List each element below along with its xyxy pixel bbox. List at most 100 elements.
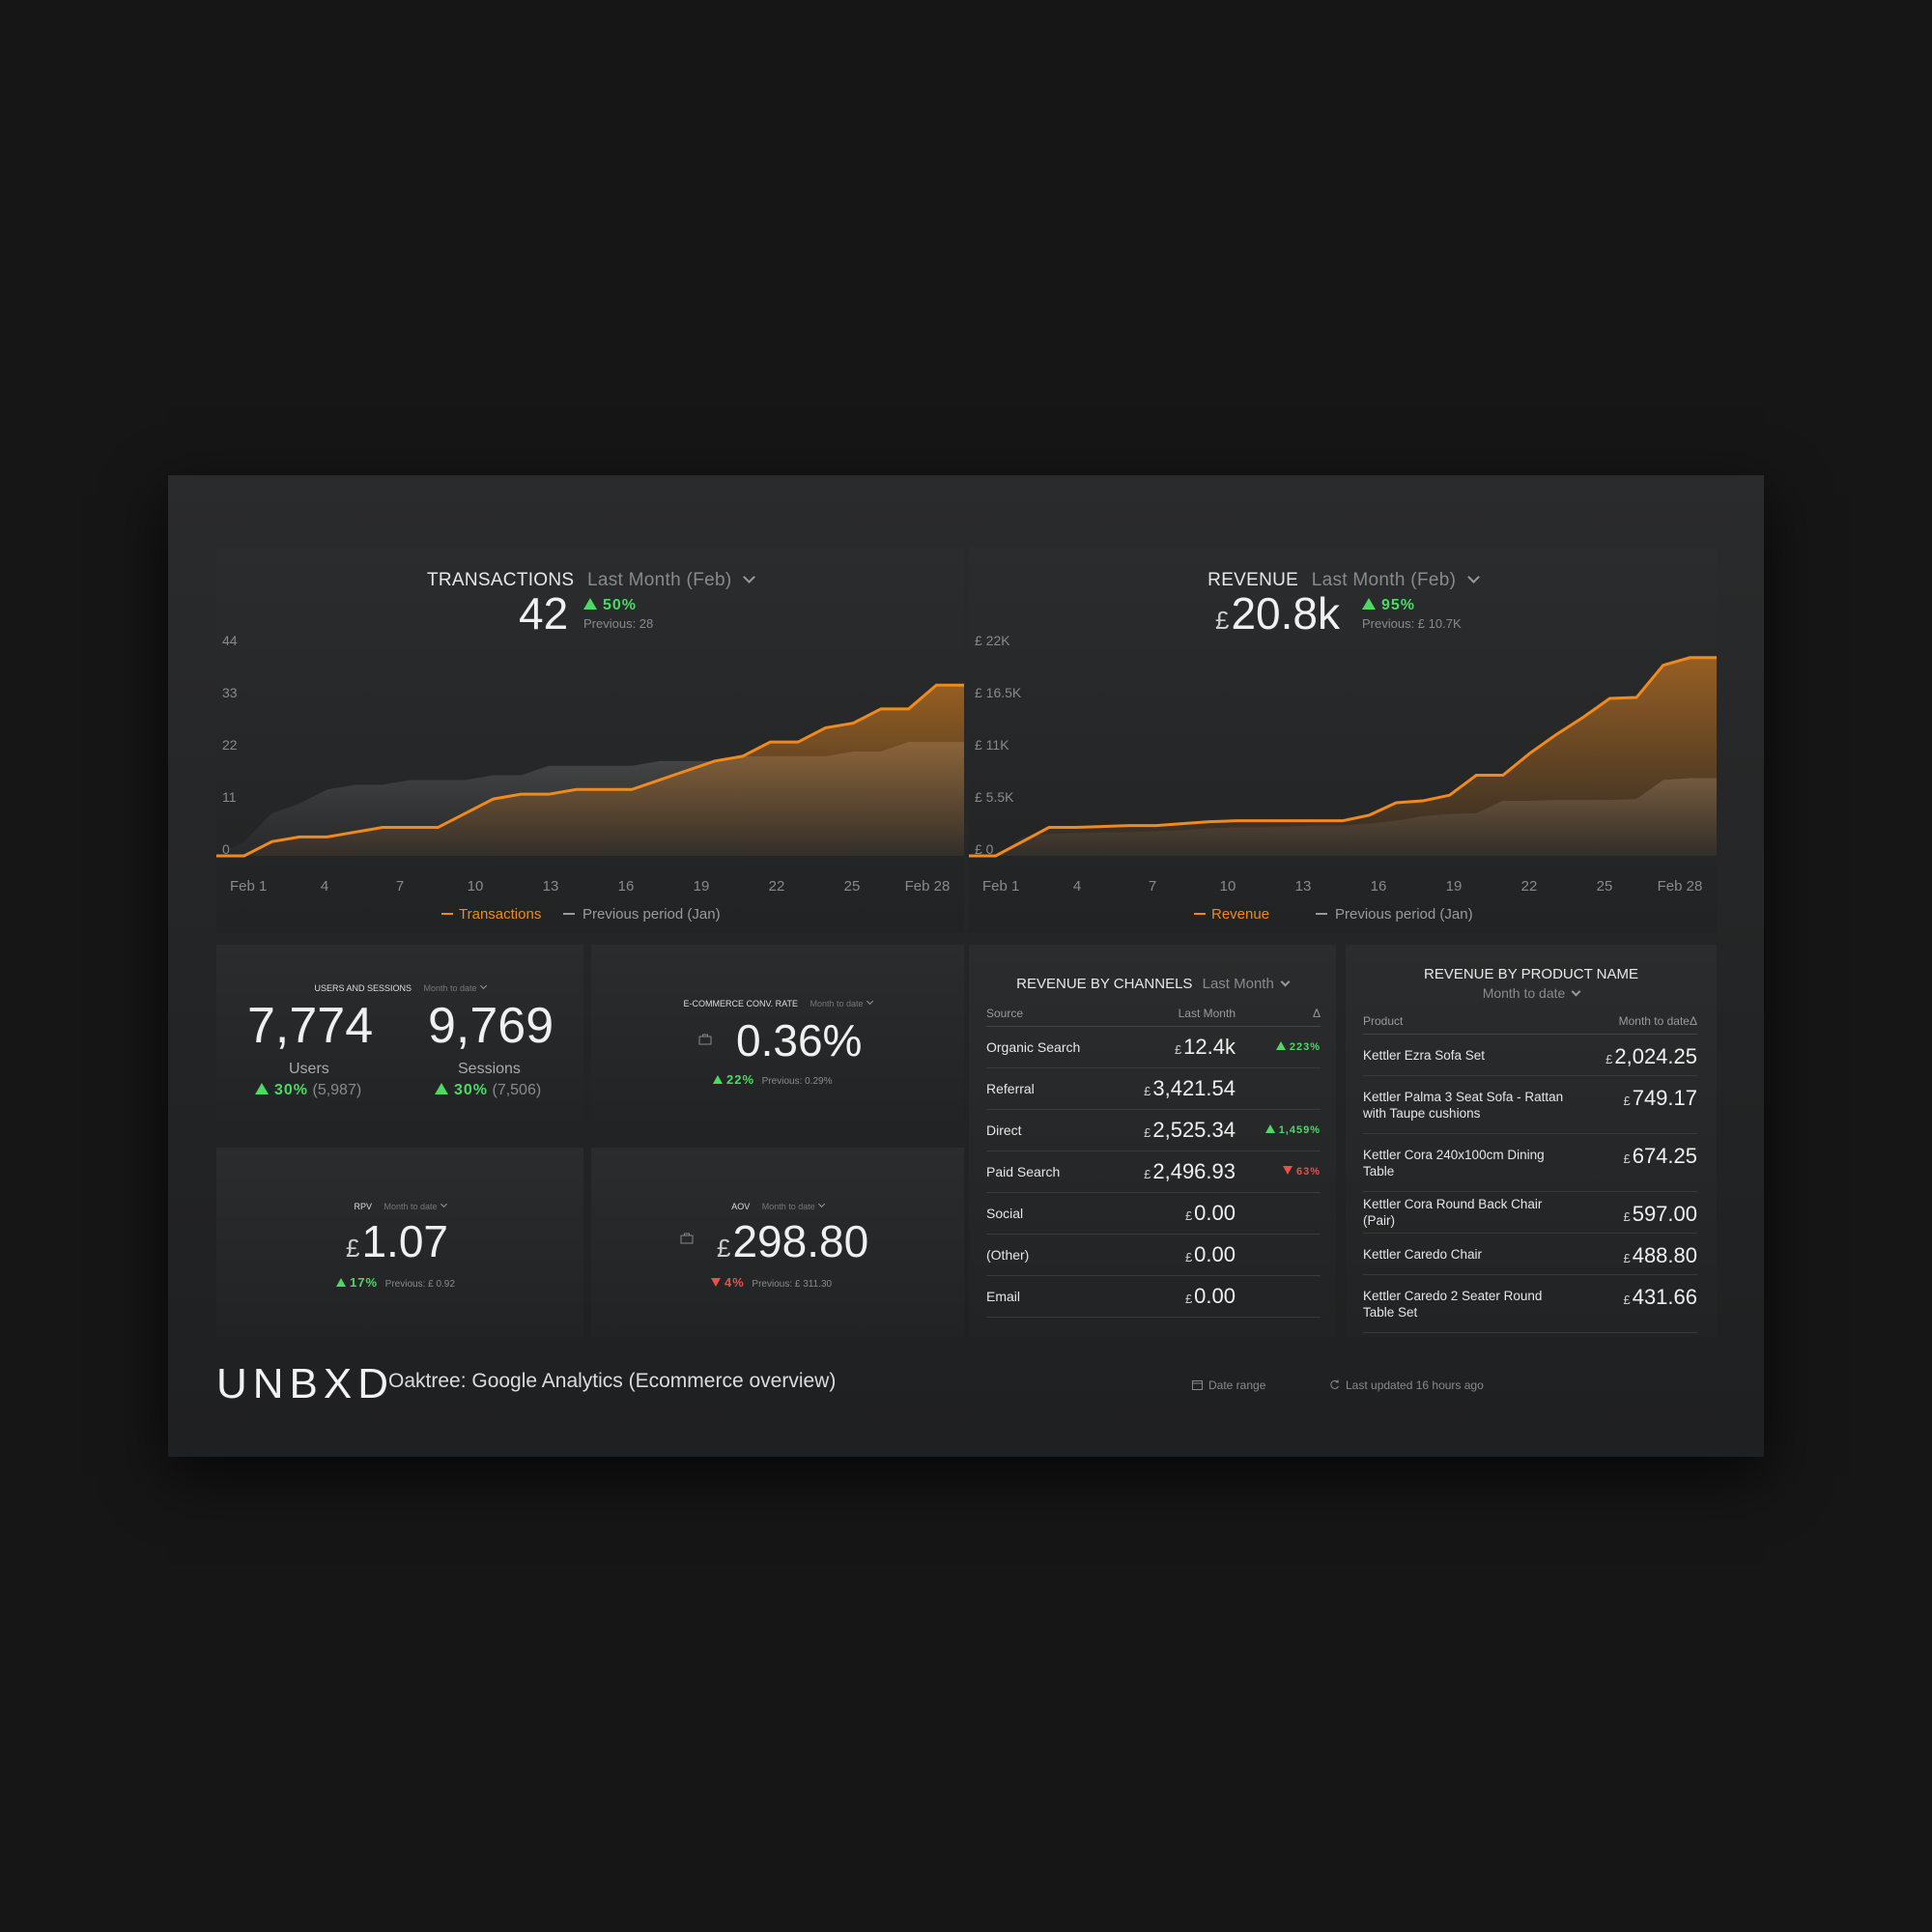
up-arrow-icon — [255, 1083, 269, 1094]
chevron-down-icon[interactable] — [1571, 986, 1581, 997]
revenue-x-tick: 16 — [1371, 878, 1387, 895]
last-updated[interactable]: Last updated 16 hours ago — [1329, 1378, 1484, 1392]
channels-title: REVENUE BY CHANNELS — [1016, 976, 1193, 992]
revenue-x-tick: 4 — [1073, 878, 1081, 895]
table-header-row: Product Month to dateΔ — [1363, 1014, 1697, 1035]
up-arrow-icon — [1275, 1041, 1286, 1050]
revenue-panel: REVENUE Last Month (Feb) £20.8k 95% Prev… — [969, 547, 1717, 933]
channel-value: £12.4k — [1111, 1026, 1243, 1068]
aov-change: 4% Previous: £ 311.30 — [711, 1275, 832, 1290]
revenue-x-tick: 10 — [1220, 878, 1236, 895]
products-table: Product Month to dateΔ Kettler Ezra Sofa… — [1363, 1014, 1697, 1333]
product-value: £2,024.25 — [1595, 1034, 1697, 1076]
products-period-row[interactable]: Month to date — [1346, 985, 1717, 1001]
chevron-down-icon[interactable] — [1280, 977, 1291, 987]
revenue-x-tick: Feb 1 — [982, 878, 1019, 895]
revenue-x-tick: 7 — [1149, 878, 1156, 895]
product-name: Kettler Cora Round Back Chair (Pair) — [1363, 1191, 1595, 1234]
table-row[interactable]: Referral £3,421.54 — [986, 1067, 1321, 1110]
chevron-down-icon[interactable] — [866, 997, 873, 1006]
table-row[interactable]: Email £0.00 — [986, 1275, 1321, 1318]
transactions-x-tick: Feb 28 — [905, 878, 951, 895]
revenue-title: REVENUE — [1208, 570, 1299, 590]
date-range-button[interactable]: Date range — [1192, 1378, 1265, 1392]
transactions-title-row[interactable]: TRANSACTIONS Last Month (Feb) — [216, 570, 964, 591]
channel-delta — [1243, 1234, 1321, 1276]
users-sessions-title: USERS AND SESSIONS — [314, 983, 412, 993]
legend-label-current: Revenue — [1211, 906, 1269, 923]
table-row[interactable]: Paid Search £2,496.93 63% — [986, 1151, 1321, 1193]
aov-period: Month to date — [761, 1202, 815, 1211]
users-sessions-title-row[interactable]: USERS AND SESSIONS Month to date — [216, 981, 583, 993]
up-arrow-icon — [435, 1083, 448, 1094]
rpv-period: Month to date — [384, 1202, 438, 1211]
revenue-x-tick: 13 — [1295, 878, 1312, 895]
table-row[interactable]: Kettler Caredo 2 Seater Round Table Set £… — [1363, 1274, 1697, 1333]
aov-title: AOV — [731, 1202, 751, 1211]
channel-delta: 223% — [1243, 1026, 1321, 1068]
channels-title-row[interactable]: REVENUE BY CHANNELS Last Month — [969, 976, 1336, 992]
channel-source: Organic Search — [986, 1026, 1112, 1068]
users-label: Users — [289, 1061, 329, 1077]
table-row[interactable]: Kettler Cora Round Back Chair (Pair) £597… — [1363, 1191, 1697, 1234]
up-arrow-icon — [1264, 1124, 1275, 1133]
transactions-x-tick: 16 — [618, 878, 635, 895]
revenue-y-tick: £ 11K — [975, 737, 1009, 753]
briefcase-icon — [680, 1233, 694, 1244]
transactions-previous: Previous: 28 — [583, 616, 654, 631]
product-value: £488.80 — [1595, 1233, 1697, 1275]
revenue-x-tick: 22 — [1521, 878, 1538, 895]
rpv-title-row[interactable]: RPV Month to date — [216, 1200, 583, 1211]
rpv-value: £1.07 — [346, 1216, 448, 1266]
channel-value: £0.00 — [1111, 1234, 1243, 1276]
product-name: Kettler Caredo 2 Seater Round Table Set — [1363, 1274, 1595, 1333]
aov-title-row[interactable]: AOV Month to date — [591, 1200, 964, 1211]
products-panel: REVENUE BY PRODUCT NAME Month to date Pr… — [1346, 945, 1717, 1337]
conv-rate-value: 0.36% — [736, 1015, 863, 1065]
transactions-x-tick: 22 — [769, 878, 785, 895]
revenue-title-row[interactable]: REVENUE Last Month (Feb) — [969, 570, 1717, 591]
channels-panel: REVENUE BY CHANNELS Last Month Source La… — [969, 945, 1336, 1337]
channel-value: £2,525.34 — [1111, 1109, 1243, 1151]
conv-rate-period: Month to date — [810, 999, 864, 1009]
revenue-x-tick: 25 — [1597, 878, 1613, 895]
users-value: 7,774 — [247, 998, 374, 1054]
transactions-x-tick: 13 — [543, 878, 559, 895]
table-row[interactable]: (Other) £0.00 — [986, 1234, 1321, 1276]
table-row[interactable]: Direct £2,525.34 1,459% — [986, 1109, 1321, 1151]
up-arrow-icon — [713, 1075, 723, 1084]
transactions-y-tick: 0 — [222, 841, 230, 857]
table-row[interactable]: Kettler Cora 240x100cm Dining Table £674.… — [1363, 1133, 1697, 1192]
currency-symbol: £ — [717, 1234, 731, 1263]
col-last-month: Last Month — [1111, 1007, 1243, 1027]
channel-value: £0.00 — [1111, 1275, 1243, 1318]
chevron-down-icon[interactable] — [817, 1200, 825, 1208]
channels-table: Source Last Month Δ Organic Search £12.4k… — [986, 1007, 1321, 1318]
transactions-chart: 0 11 22 33 44 Feb 1 4 7 10 13 16 19 22 25 Feb 28 Transa… — [216, 633, 964, 923]
table-row[interactable]: Kettler Ezra Sofa Set £2,024.25 — [1363, 1034, 1697, 1076]
unbxd-logo: UNBXD — [216, 1360, 395, 1407]
transactions-value: 42 — [519, 588, 569, 639]
product-value: £749.17 — [1595, 1075, 1697, 1134]
product-value: £597.00 — [1595, 1191, 1697, 1234]
col-product: Product — [1363, 1014, 1595, 1035]
channel-delta — [1243, 1067, 1321, 1110]
transactions-y-tick: 11 — [222, 789, 237, 805]
conv-rate-panel: E-COMMERCE CONV. RATE Month to date 0.36… — [591, 945, 964, 1134]
chevron-down-icon[interactable] — [440, 1200, 447, 1208]
revenue-period: Last Month (Feb) — [1311, 570, 1457, 590]
legend-label-previous: Previous period (Jan) — [582, 906, 721, 923]
table-row[interactable]: Kettler Caredo Chair £488.80 — [1363, 1233, 1697, 1275]
table-row[interactable]: Kettler Palma 3 Seat Sofa - Rattan with … — [1363, 1075, 1697, 1134]
dashboard-frame: TRANSACTIONS Last Month (Feb) 42 50% Pre… — [168, 475, 1764, 1457]
revenue-value: £20.8k — [1215, 588, 1340, 639]
date-range-label: Date range — [1208, 1378, 1266, 1392]
transactions-panel: TRANSACTIONS Last Month (Feb) 42 50% Pre… — [216, 547, 964, 933]
table-row[interactable]: Organic Search £12.4k 223% — [986, 1026, 1321, 1068]
conv-rate-title-row[interactable]: E-COMMERCE CONV. RATE Month to date — [591, 997, 964, 1009]
aov-panel: AOV Month to date £298.80 4% Previous: £… — [591, 1148, 964, 1337]
table-row[interactable]: Social £0.00 — [986, 1192, 1321, 1235]
chevron-down-icon[interactable] — [479, 981, 487, 990]
product-value: £431.66 — [1595, 1274, 1697, 1333]
revenue-y-tick: £ 0 — [975, 841, 994, 857]
